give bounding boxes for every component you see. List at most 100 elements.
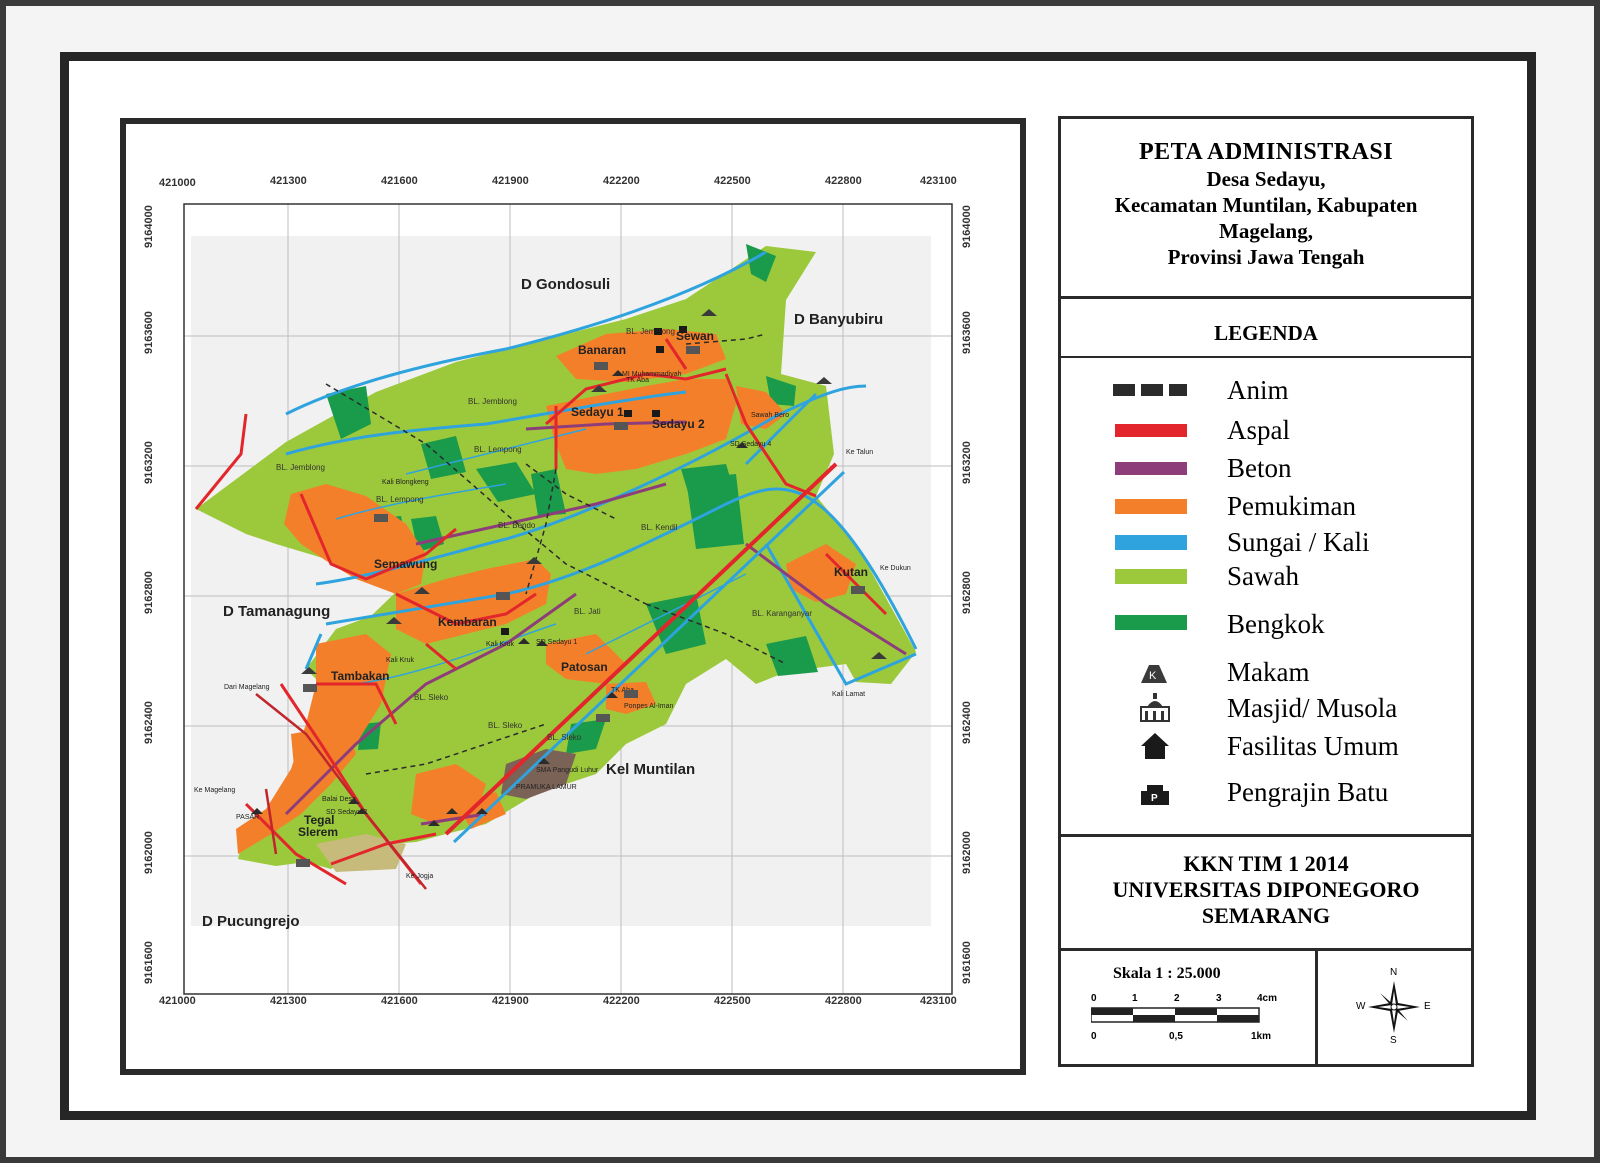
- legend-item-bengkok: Bengkok: [1061, 609, 1471, 639]
- small-labels: Ke Talun Ke Dukun Dari Magelang Ke Magel…: [194, 371, 911, 880]
- y-label-left: 9163200: [143, 441, 155, 484]
- label-pasar: PASAR: [236, 814, 259, 821]
- footer-line: SEMARANG: [1201, 903, 1331, 928]
- x-label-top: 422200: [603, 175, 640, 187]
- legend-label: Beton: [1227, 453, 1292, 483]
- y-label-left: 9162800: [143, 571, 155, 614]
- legend-sawah-symbol: [1115, 569, 1187, 584]
- y-label-left: 9163600: [143, 311, 155, 354]
- legend-beton-symbol: [1115, 462, 1187, 475]
- hamlet-kembaran: Kembaran: [438, 615, 497, 629]
- legend-anim-symbol: [1113, 384, 1187, 396]
- x-label-bottom: 422500: [714, 995, 751, 1007]
- map-icons: [251, 309, 887, 867]
- label-sd-sedayu-2: SD Sedayu 2: [326, 809, 367, 816]
- legend-item-pengrajin: P Pengrajin Batu: [1061, 777, 1471, 807]
- label-ke-dukun: Ke Dukun: [880, 565, 911, 572]
- compass-rose-icon: [1368, 981, 1420, 1033]
- label-tk-aba-1: TK Aba: [611, 687, 634, 694]
- legend-label: Aspal: [1227, 415, 1290, 445]
- legend-label: Pengrajin Batu: [1227, 777, 1389, 807]
- fasilitas-icon: [1141, 733, 1169, 759]
- legend-item-anim: Anim: [1061, 375, 1471, 405]
- label-kali-kruk-2: Kali Kruk: [486, 641, 515, 648]
- block-label: BL. Karanganyar: [752, 609, 812, 618]
- compass-north: N: [1390, 967, 1398, 978]
- hamlet-sedayu-1: Sedayu 1: [571, 405, 624, 419]
- streams: [335, 428, 747, 685]
- neighbor-muntilan: Kel Muntilan: [606, 761, 695, 778]
- scale-box: Skala 1 : 25.000 0 1 2 3 4cm 0 0,5 1km: [1058, 948, 1319, 1067]
- legend-item-beton: Beton: [1061, 453, 1471, 483]
- neighbor-banyubiru: D Banyubiru: [794, 311, 883, 328]
- svg-text:K: K: [1149, 670, 1157, 682]
- scale-label-top: 0: [1091, 993, 1097, 1004]
- legend-bengkok-symbol: [1115, 615, 1187, 630]
- compass-south: S: [1390, 1035, 1397, 1046]
- x-label-bottom: 422800: [825, 995, 862, 1007]
- title-box: PETA ADMINISTRASI Desa Sedayu, Kecamatan…: [1058, 116, 1474, 300]
- masjid-icon: [1140, 693, 1170, 722]
- makam-icon: K: [1141, 665, 1167, 683]
- footer-box: KKN TIM 1 2014 UNIVERSITAS DIPONEGORO SE…: [1058, 834, 1474, 952]
- label-ke-magelang: Ke Magelang: [194, 787, 235, 794]
- label-ponpes: Ponpes Al-Iman: [624, 703, 674, 710]
- map-subtitle-line: Magelang,: [1219, 219, 1313, 243]
- legend-item-fasilitas: Fasilitas Umum: [1061, 731, 1471, 761]
- x-label-bottom: 421900: [492, 995, 529, 1007]
- x-label-top: 421600: [381, 175, 418, 187]
- y-label-right: 9162800: [961, 571, 973, 614]
- block-label: BL. Kendil: [641, 523, 678, 532]
- map-title: PETA ADMINISTRASI: [1138, 139, 1394, 165]
- compass-box: N S E W: [1315, 948, 1474, 1067]
- legend-item-makam: K Makam: [1061, 657, 1471, 687]
- area-pemukiman: [236, 329, 856, 854]
- legend-item-sungai: Sungai / Kali: [1061, 527, 1471, 557]
- scale-label-top: 4cm: [1257, 993, 1278, 1004]
- legend-box: LEGENDA Anim Aspal Beton Pemukiman Sunga…: [1058, 296, 1474, 838]
- label-tk-aba-2: TK Aba: [626, 377, 649, 384]
- neighbor-labels: D Gondosuli D Banyubiru D Tamanagung D P…: [202, 276, 883, 930]
- neighbor-pucungrejo: D Pucungrejo: [202, 913, 300, 930]
- x-label-top: 422500: [714, 175, 751, 187]
- masjid-icon: [296, 346, 865, 867]
- hamlet-sedayu-2: Sedayu 2: [652, 417, 705, 431]
- legend-item-pemukiman: Pemukiman: [1061, 491, 1471, 521]
- footer-line: KKN TIM 1 2014: [1183, 851, 1349, 876]
- scale-label-top: 1: [1132, 993, 1138, 1004]
- scale-label-bottom: 0: [1091, 1031, 1097, 1042]
- scale-label-bottom: 0,5: [1169, 1031, 1183, 1042]
- y-label-left: 9164000: [143, 205, 155, 248]
- x-label-top: 422800: [825, 175, 862, 187]
- hamlet-slerem: Slerem: [298, 825, 338, 839]
- legend-item-sawah: Sawah: [1061, 561, 1471, 591]
- roads-border: [255, 693, 427, 890]
- scale-title: Skala 1 : 25.000: [1113, 965, 1221, 982]
- hamlet-tegal: Tegal: [304, 813, 334, 827]
- legend-label: Sungai / Kali: [1227, 527, 1370, 557]
- hamlet-labels: Banaran Sewan Sedayu 1 Sedayu 2 Semawung…: [298, 329, 868, 839]
- label-ke-talun: Ke Talun: [846, 449, 873, 456]
- map-canvas[interactable]: 421000 421300 421600 421900 422200 42250…: [126, 124, 1020, 1069]
- x-label-bottom: 421600: [381, 995, 418, 1007]
- makam-icon: [301, 309, 887, 674]
- map-frame: 421000 421300 421600 421900 422200 42250…: [120, 118, 1026, 1075]
- legend-item-masjid: Masjid/ Musola: [1061, 693, 1471, 723]
- y-label-right: 9162000: [961, 831, 973, 874]
- legend-aspal-symbol: [1115, 424, 1187, 437]
- neighbor-gondosuli: D Gondosuli: [521, 276, 610, 293]
- compass-east: E: [1424, 1001, 1431, 1012]
- x-label-top: 421900: [492, 175, 529, 187]
- block-label: BL. Sleko: [547, 733, 582, 742]
- x-label-bottom: 421000: [159, 995, 196, 1007]
- hamlet-tambakan: Tambakan: [331, 669, 389, 683]
- x-label-bottom: 422200: [603, 995, 640, 1007]
- label-sma: SMA Pangudi Luhur: [536, 767, 599, 774]
- hamlet-kutan: Kutan: [834, 565, 868, 579]
- label-mi-muhammadiyah: MI Muhammadiyah: [622, 371, 682, 378]
- legend-label: Sawah: [1227, 561, 1299, 591]
- paths-anim: [325, 333, 787, 775]
- y-label-right: 9161600: [961, 941, 973, 984]
- label-sawah-bero: Sawah Bero: [751, 412, 789, 419]
- footer-line: UNIVERSITAS DIPONEGORO: [1112, 877, 1420, 902]
